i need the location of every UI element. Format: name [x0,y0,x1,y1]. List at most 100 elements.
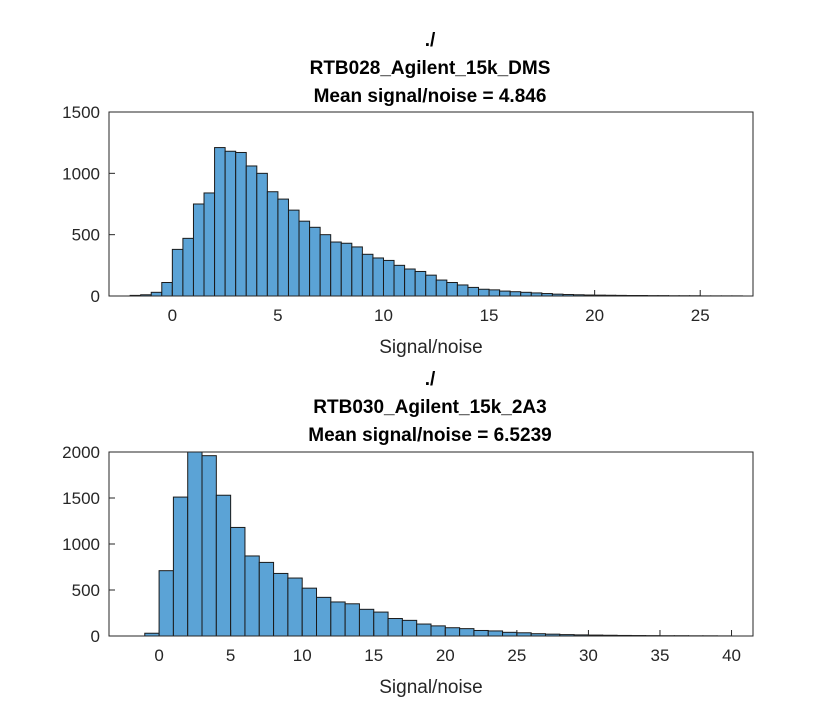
x-axis-label: Signal/noise [379,677,483,698]
x-tick-label: 25 [691,306,710,325]
chart-title-line-3: Mean signal/noise = 4.846 [314,86,547,107]
histogram-bar [387,618,403,637]
histogram-bar [298,220,311,297]
histogram-bar [171,248,184,297]
histogram-bar [393,264,406,297]
x-tick-label: 20 [436,646,455,665]
y-tick-label: 1500 [62,103,100,122]
histogram-bar [150,291,163,297]
histogram-bar [358,608,375,637]
histogram-bar [172,496,189,637]
histogram-bar [330,601,346,637]
histogram-bar [235,151,247,297]
bar-series [144,451,733,637]
x-tick-label: 20 [585,306,604,325]
y-tick-label: 0 [91,287,100,306]
histogram-bar [401,619,418,637]
histogram-panel-dms: ./ RTB028_Agilent_15k_DMS Mean signal/no… [62,30,754,358]
y-tick-label: 1000 [62,535,100,554]
histogram-bar [266,191,279,297]
histogram-bar [444,627,461,637]
y-tick-label: 0 [91,627,100,646]
histogram-bar [192,203,205,297]
x-tick-label: 30 [579,646,598,665]
x-tick-label: 10 [374,306,393,325]
histogram-bar [467,286,480,297]
histogram-bar [373,611,389,637]
histogram-bar [446,282,458,297]
histogram-bar [187,451,203,637]
histogram-bar [316,596,332,637]
histogram-bar [382,259,395,297]
histogram-bar [244,555,260,637]
histogram-bar [309,226,321,297]
histogram-bar [430,625,446,637]
histogram-bar [340,242,353,297]
histogram-bar [256,172,268,297]
x-axis-label: Signal/noise [379,337,483,358]
chart-title-line-2: RTB028_Agilent_15k_DMS [310,58,551,79]
chart-title-line-1: ./ [425,369,436,390]
x-tick-label: 10 [293,646,312,665]
histogram-bar [351,246,363,297]
x-tick-label: 0 [154,646,163,665]
histogram-bar [404,268,416,297]
histogram-bar [301,587,318,637]
y-tick-label: 2000 [62,443,100,462]
histogram-bar [258,561,275,637]
x-tick-label: 35 [651,646,670,665]
histogram-bar [224,150,237,297]
plot-area-box [108,111,754,297]
histogram-bar [473,629,489,637]
histogram-bar [161,282,173,297]
histogram-bar [273,572,289,637]
histogram-bar [230,526,246,637]
histogram-bar [456,284,469,297]
histogram-bar [245,165,258,297]
histogram-bar [435,279,448,297]
y-tick-label: 500 [72,226,100,245]
histogram-bar [215,494,232,637]
histogram-bar [319,234,332,297]
histogram-bar [201,455,217,637]
histogram-bar [277,198,289,297]
histogram-bar [502,631,518,637]
histogram-bar [509,291,522,297]
histogram-bar [487,630,504,637]
histogram-bar [203,192,216,297]
x-tick-label: 25 [507,646,526,665]
y-tick-label: 500 [72,581,100,600]
y-tick-label: 1500 [62,489,100,508]
histogram-bar [361,253,374,297]
y-tick-label: 1000 [62,164,100,183]
histogram-bar [287,577,303,637]
y-axis-ticks: 0 500 1000 1500 2000 [62,443,115,646]
histogram-bar [488,289,501,297]
bar-series [129,147,743,297]
histogram-bar [344,603,360,637]
y-axis-ticks: 0 500 1000 1500 [62,103,115,306]
histogram-bar [416,623,432,637]
histogram-bar [330,241,342,297]
histogram-bar [459,628,475,637]
histogram-bar [158,570,174,637]
histogram-bar [287,209,300,297]
chart-title-line-1: ./ [425,30,436,51]
histogram-panel-2a3: ./ RTB030_Agilent_15k_2A3 Mean signal/no… [62,369,754,698]
histogram-bar [478,288,490,297]
x-axis-ticks: 0 5 10 15 20 25 [168,290,710,325]
x-tick-label: 40 [722,646,741,665]
histogram-bar [520,291,532,297]
histogram-bar [372,257,384,297]
x-tick-label: 15 [364,646,383,665]
chart-title-line-2: RTB030_Agilent_15k_2A3 [313,397,546,418]
histogram-bar [182,237,194,297]
histogram-bar [214,147,226,297]
chart-title-line-3: Mean signal/noise = 6.5239 [308,425,551,446]
x-tick-label: 15 [480,306,499,325]
x-axis-ticks: 0 5 10 15 20 25 30 35 40 [154,630,741,665]
x-tick-label: 5 [226,646,235,665]
x-tick-label: 5 [273,306,282,325]
histogram-bar [425,274,437,297]
